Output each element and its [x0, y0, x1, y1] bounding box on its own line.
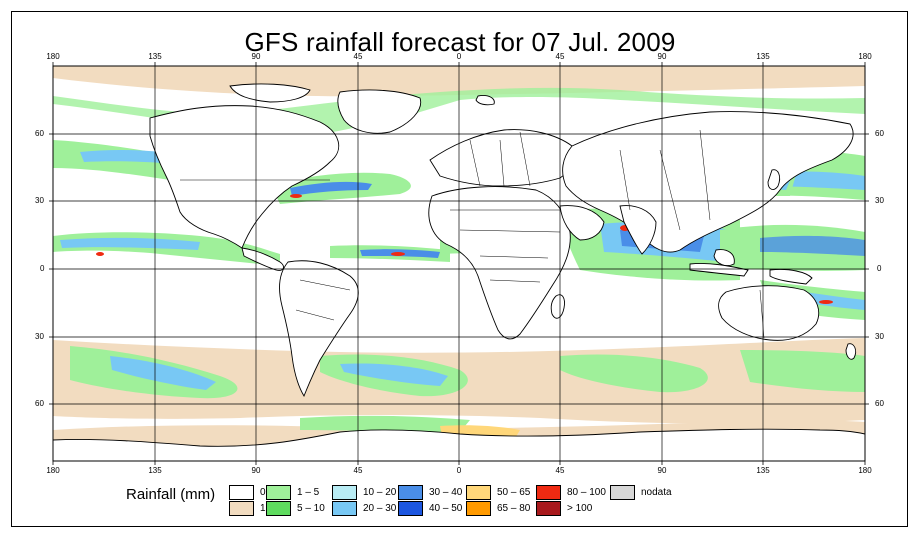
rain-southern-blue-1 [110, 356, 216, 390]
x-tick-bottom: 135 [148, 466, 162, 475]
legend-item: 65 – 80 [466, 500, 530, 516]
legend-label: 5 – 10 [297, 502, 325, 514]
legend-label: > 100 [567, 502, 593, 514]
y-tick-right: 30 [875, 332, 884, 341]
y-tick-left: 60 [35, 399, 44, 408]
legend-item: 1 – 5 [266, 484, 319, 500]
rain-itcz-pacific-blue [60, 237, 200, 250]
x-tick-top: 180 [858, 52, 872, 61]
x-tick-bottom: 135 [756, 466, 770, 475]
x-tick-bottom: 180 [46, 466, 60, 475]
legend-label: 0 [260, 486, 266, 498]
legend-swatch [266, 500, 291, 516]
land-madagascar [550, 294, 565, 319]
y-tick-right: 60 [875, 399, 884, 408]
legend-swatch [332, 484, 357, 500]
legend-swatch [466, 484, 491, 500]
land-greenland [337, 89, 422, 134]
land-arabia [559, 205, 605, 241]
legend-label: 65 – 80 [497, 502, 531, 514]
legend-label: 30 – 40 [429, 486, 463, 498]
legend-item: 80 – 100 [536, 484, 606, 500]
rain-natlantic-red [290, 194, 302, 198]
legend-label: 10 – 20 [363, 486, 397, 498]
x-tick-top: 0 [456, 52, 462, 61]
rain-w-pacific-blue [760, 235, 865, 256]
legend-label: 1 [260, 502, 266, 514]
x-tick-bottom: 180 [858, 466, 872, 475]
x-tick-bottom: 90 [251, 466, 261, 475]
rain-antarctic-green [300, 415, 470, 432]
y-tick-left: 30 [35, 332, 44, 341]
x-tick-bottom: 45 [555, 466, 565, 475]
land-new-guinea [769, 269, 813, 285]
x-tick-top: 135 [148, 52, 162, 61]
x-tick-bottom: 45 [353, 466, 363, 475]
rain-natlantic-blue [290, 181, 372, 196]
legend-label: nodata [641, 486, 672, 498]
x-tick-top: 135 [756, 52, 770, 61]
y-tick-right: 30 [875, 196, 884, 205]
y-tick-right: 60 [875, 129, 884, 138]
rain-southern-green-4 [740, 350, 865, 392]
y-tick-left: 0 [40, 264, 45, 273]
legend-item: 1 [229, 500, 266, 516]
legend-label: 40 – 50 [429, 502, 463, 514]
rain-itcz-red-1 [96, 252, 104, 256]
legend-item: 20 – 30 [332, 500, 396, 516]
tick-marks [49, 62, 869, 465]
legend-item: 0 [229, 484, 266, 500]
legend-swatch [536, 500, 561, 516]
legend-swatch [229, 500, 254, 516]
country-borders [180, 129, 765, 339]
land-australia [718, 285, 820, 341]
graticule [53, 66, 865, 461]
land-arctic-islands [229, 83, 311, 103]
land-new-zealand [845, 343, 857, 360]
legend-item: > 100 [536, 500, 592, 516]
legend-label: 20 – 30 [363, 502, 397, 514]
x-tick-top: 45 [555, 52, 565, 61]
land-africa [428, 186, 571, 340]
x-tick-top: 90 [251, 52, 261, 61]
land-borneo [713, 249, 735, 267]
y-tick-left: 30 [35, 196, 44, 205]
land-south-america [279, 260, 359, 398]
legend-swatch [266, 484, 291, 500]
x-tick-top: 90 [657, 52, 667, 61]
legend-item: 30 – 40 [398, 484, 462, 500]
land-svalbard [475, 95, 495, 106]
legend-item: 5 – 10 [266, 500, 325, 516]
rain-southern-green-3 [560, 354, 708, 393]
rain-southern-blue-2 [340, 363, 448, 386]
legend-swatch [332, 500, 357, 516]
land-indonesia [689, 263, 749, 277]
land-india [619, 205, 657, 255]
legend-swatch [398, 484, 423, 500]
legend-swatch [466, 500, 491, 516]
legend-label: 1 – 5 [297, 486, 320, 498]
legend-item: 50 – 65 [466, 484, 530, 500]
rain-itcz-red-2 [391, 252, 405, 256]
legend-item: nodata [610, 484, 672, 500]
y-tick-left: 60 [35, 129, 44, 138]
x-tick-top: 45 [353, 52, 363, 61]
x-tick-bottom: 90 [657, 466, 667, 475]
legend-item: 40 – 50 [398, 500, 462, 516]
legend-swatch [536, 484, 561, 500]
legend-label: 50 – 65 [497, 486, 531, 498]
rain-spcz-red [819, 300, 833, 304]
legend-title: Rainfall (mm) [126, 486, 216, 503]
legend-label: 80 – 100 [567, 486, 606, 498]
map-title: GFS rainfall forecast for 07 Jul. 2009 [244, 27, 676, 57]
legend-swatch [398, 500, 423, 516]
land-japan [767, 169, 781, 190]
y-tick-right: 0 [877, 264, 882, 273]
legend-swatch [229, 484, 254, 500]
x-tick-bottom: 0 [456, 466, 462, 475]
x-tick-top: 180 [46, 52, 60, 61]
legend-swatch [610, 484, 635, 500]
legend-item: 10 – 20 [332, 484, 396, 500]
